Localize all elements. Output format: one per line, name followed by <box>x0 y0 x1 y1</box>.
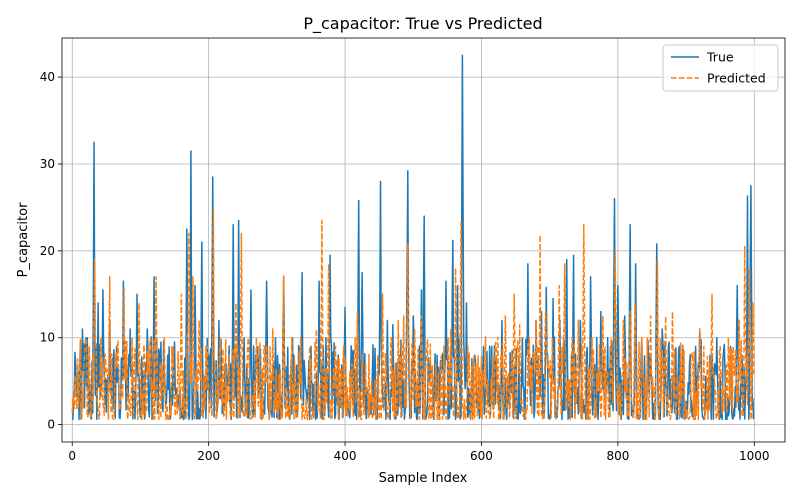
plot-frame <box>61 37 786 443</box>
x-axis-label: Sample Index <box>379 471 468 486</box>
legend: True Predicted <box>662 44 779 92</box>
y-tick-label: 0 <box>47 418 55 432</box>
y-tick-label: 30 <box>40 157 55 171</box>
legend-label-predicted: Predicted <box>707 71 766 86</box>
x-tick-label: 200 <box>197 449 220 463</box>
x-tick-label: 1000 <box>739 449 770 463</box>
y-tick-label: 10 <box>40 331 55 345</box>
y-axis-label: P_capacitor <box>16 202 31 277</box>
x-axis-ticks: 0 200 400 600 800 1000 <box>68 442 770 463</box>
chart-title: P_capacitor: True vs Predicted <box>303 14 542 34</box>
y-tick-label: 40 <box>40 70 55 84</box>
series-line-predicted <box>71 208 755 421</box>
x-tick-label: 400 <box>334 449 357 463</box>
series-layer <box>71 54 755 421</box>
x-tick-label: 0 <box>68 449 76 463</box>
x-tick-label: 600 <box>470 449 493 463</box>
y-tick-label: 20 <box>40 244 55 258</box>
y-axis-ticks: 0 10 20 30 40 <box>40 70 62 432</box>
x-tick-label: 800 <box>606 449 629 463</box>
legend-label-true: True <box>706 50 734 65</box>
